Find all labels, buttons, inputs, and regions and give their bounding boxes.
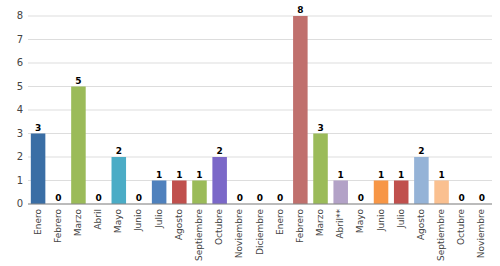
- x-tick-label: Mayo: [113, 209, 123, 234]
- bar: [31, 134, 46, 205]
- y-tick-label: 6: [17, 57, 23, 68]
- y-tick-label: 7: [17, 34, 23, 45]
- data-label: 1: [196, 170, 202, 180]
- chart-container: 0 1 2 3 4 5 6 7 8 3 0 5 0 2 0 1 1 1 2 0 0 0 8 3 1 0 1 1 2 1 0 0 Enero Feb…: [0, 0, 500, 266]
- chart-svg: 0 1 2 3 4 5 6 7 8 3 0 5 0 2 0 1 1 1 2 0 0 0 8 3 1 0 1 1 2 1 0 0 Enero Feb…: [0, 0, 500, 266]
- bar: [112, 157, 127, 204]
- grid-line: [28, 110, 492, 111]
- x-tick-label: Julio: [154, 209, 164, 229]
- x-tick-label: Febrero: [295, 209, 305, 243]
- data-label: 1: [438, 170, 444, 180]
- grid-line: [28, 86, 492, 87]
- x-tick-label: Junio: [376, 209, 386, 233]
- data-label: 3: [317, 123, 323, 133]
- data-label: 0: [459, 193, 465, 203]
- grid-line: [28, 16, 492, 17]
- bar: [333, 181, 348, 205]
- data-label: 1: [176, 170, 182, 180]
- x-tick-label: Diciembre: [255, 209, 265, 255]
- y-tick-label: 4: [17, 104, 23, 115]
- data-label: 0: [479, 193, 485, 203]
- x-axis-line: [28, 204, 492, 205]
- bar: [434, 181, 449, 205]
- x-tick-label: Julio: [396, 209, 406, 229]
- data-label: 0: [55, 193, 61, 203]
- grid: [28, 16, 492, 204]
- data-label: 2: [418, 146, 424, 156]
- bar: [313, 134, 328, 205]
- x-tick-label: Marzo: [315, 209, 325, 237]
- data-label: 5: [75, 76, 81, 86]
- y-tick-label: 3: [17, 128, 23, 139]
- x-tick-label: Septiembre: [194, 209, 204, 262]
- data-label: 0: [237, 193, 243, 203]
- data-label: 2: [116, 146, 122, 156]
- x-tick-label: Octubre: [456, 209, 466, 245]
- data-label: 0: [95, 193, 101, 203]
- data-label: 1: [378, 170, 384, 180]
- data-label: 1: [156, 170, 162, 180]
- grid-line: [28, 204, 492, 205]
- y-tick-label: 8: [17, 10, 23, 21]
- x-tick-label: Abril: [93, 209, 103, 230]
- x-tick-label: Agosto: [416, 209, 426, 241]
- x-tick-label: Junio: [133, 209, 143, 233]
- bar: [172, 181, 187, 205]
- x-tick-label: Enero: [33, 209, 43, 235]
- data-label: 0: [136, 193, 142, 203]
- bar: [394, 181, 409, 205]
- x-tick-label: Marzo: [73, 209, 83, 237]
- bar: [414, 157, 429, 204]
- data-label: 1: [338, 170, 344, 180]
- y-tick-label: 0: [17, 198, 23, 209]
- bar: [192, 181, 207, 205]
- x-tick-label: Noviembre: [476, 209, 486, 259]
- y-tick-label: 5: [17, 81, 23, 92]
- y-tick-label: 1: [17, 175, 23, 186]
- data-label: 0: [358, 193, 364, 203]
- bar: [374, 181, 389, 205]
- data-label: 1: [398, 170, 404, 180]
- grid-line: [28, 133, 492, 134]
- bar: [152, 181, 167, 205]
- x-tick-label: Septiembre: [436, 209, 446, 262]
- x-tick-label: Enero: [275, 209, 285, 235]
- x-tick-label: Agosto: [174, 209, 184, 241]
- data-label: 0: [257, 193, 263, 203]
- x-tick-label: Noviembre: [234, 209, 244, 259]
- grid-line: [28, 63, 492, 64]
- data-label: 8: [297, 5, 303, 15]
- x-tick-label: Abril**: [335, 209, 345, 239]
- bar: [71, 87, 86, 205]
- x-tick-label: Febrero: [53, 209, 63, 243]
- data-label: 3: [35, 123, 41, 133]
- x-tick-label: Mayo: [355, 209, 365, 234]
- y-tick-label: 2: [17, 151, 23, 162]
- bars: [31, 16, 449, 204]
- data-label: 0: [277, 193, 283, 203]
- data-label: 2: [217, 146, 223, 156]
- bar: [293, 16, 308, 204]
- bar: [212, 157, 227, 204]
- grid-line: [28, 39, 492, 40]
- x-tick-label: Octubre: [214, 209, 224, 245]
